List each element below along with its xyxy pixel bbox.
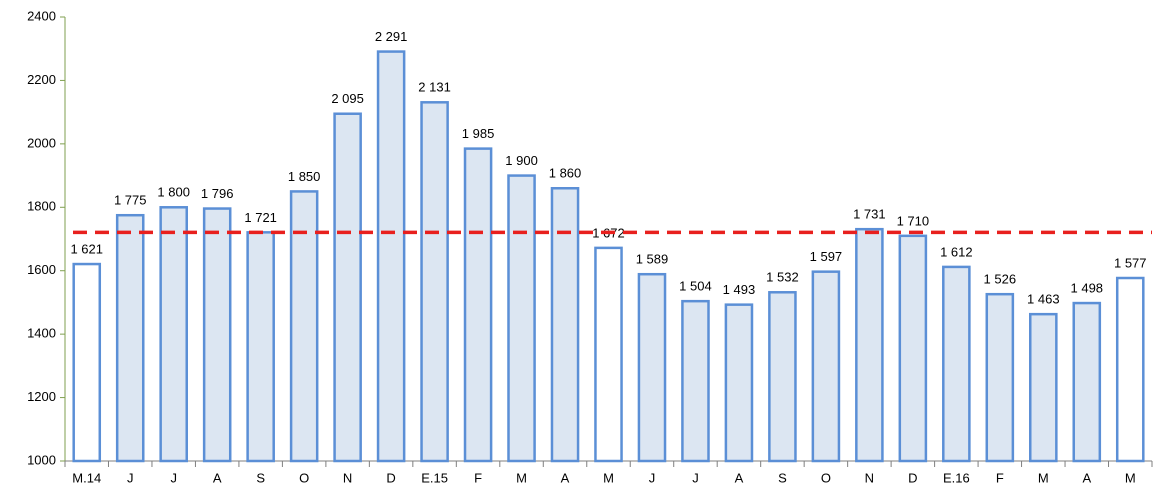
value-label: 1 493 (723, 282, 756, 297)
x-tick-label: A (735, 470, 744, 485)
bar (289, 190, 319, 463)
bar (855, 227, 884, 463)
x-tick-label: O (821, 470, 831, 485)
bar (942, 265, 971, 463)
value-label: 1 985 (462, 126, 495, 141)
value-label: 2 131 (418, 80, 451, 95)
y-tick-label: 1400 (27, 326, 56, 341)
value-label: 1 721 (244, 210, 277, 225)
value-label: 1 532 (766, 270, 799, 285)
y-tick-label: 2200 (27, 72, 56, 87)
x-tick-label: M.14 (72, 470, 101, 485)
value-label: 1 775 (114, 193, 147, 208)
value-label: 1 589 (636, 252, 669, 267)
value-label: 1 710 (897, 213, 930, 228)
bar (202, 207, 232, 463)
bar (246, 231, 275, 463)
value-label: 1 463 (1027, 292, 1060, 307)
x-tick-label: S (778, 470, 787, 485)
x-tick-label: M (1038, 470, 1049, 485)
value-label: 1 612 (940, 244, 973, 259)
bar (376, 50, 406, 463)
x-tick-label: F (996, 470, 1004, 485)
x-tick-label: A (561, 470, 570, 485)
bar (333, 112, 362, 463)
x-tick-label: E.16 (943, 470, 970, 485)
x-tick-label: S (256, 470, 265, 485)
x-tick-label: D (386, 470, 395, 485)
x-tick-label: J (649, 470, 656, 485)
value-label: 1 577 (1114, 255, 1147, 270)
value-label: 1 796 (201, 186, 234, 201)
bar (72, 262, 102, 463)
x-tick-label: F (474, 470, 482, 485)
bar (811, 270, 841, 463)
bar (768, 291, 797, 463)
bar (724, 303, 754, 463)
x-tick-label: O (299, 470, 309, 485)
y-tick-label: 1000 (27, 452, 56, 467)
x-tick-label: D (908, 470, 917, 485)
bar (985, 292, 1015, 463)
y-tick-label: 1600 (27, 262, 56, 277)
bar (550, 187, 580, 463)
x-tick-label: N (865, 470, 874, 485)
value-label: 2 291 (375, 29, 408, 44)
value-label: 2 095 (331, 91, 364, 106)
value-label: 1 800 (157, 185, 190, 200)
value-label: 1 504 (679, 279, 712, 294)
bar (463, 147, 493, 463)
y-tick-label: 1800 (27, 199, 56, 214)
y-tick-label: 2000 (27, 135, 56, 150)
x-tick-label: A (213, 470, 222, 485)
value-label: 1 526 (984, 272, 1017, 287)
x-tick-label: M (516, 470, 527, 485)
bar (1029, 312, 1058, 463)
bar (681, 299, 710, 463)
value-label: 1 621 (70, 241, 103, 256)
x-tick-label: M (1125, 470, 1136, 485)
x-tick-label: A (1082, 470, 1091, 485)
value-label: 1 498 (1071, 281, 1104, 296)
x-tick-label: M (603, 470, 614, 485)
x-tick-label: J (170, 470, 177, 485)
value-label: 1 597 (810, 249, 843, 264)
y-tick-label: 2400 (27, 8, 56, 23)
x-tick-label: J (127, 470, 134, 485)
value-label: 1 900 (505, 153, 538, 168)
bar (159, 206, 188, 463)
bar (507, 174, 536, 463)
y-tick-label: 1200 (27, 389, 56, 404)
bar (898, 234, 928, 463)
bar (637, 272, 667, 463)
value-label: 1 860 (549, 166, 582, 181)
value-label: 1 850 (288, 169, 321, 184)
bar (1072, 301, 1102, 463)
bar (594, 246, 623, 463)
bar (420, 101, 449, 463)
x-tick-label: J (692, 470, 699, 485)
bar (1115, 276, 1145, 463)
value-label: 1 731 (853, 207, 886, 222)
x-tick-label: N (343, 470, 352, 485)
x-tick-label: E.15 (421, 470, 448, 485)
bar (115, 213, 145, 463)
